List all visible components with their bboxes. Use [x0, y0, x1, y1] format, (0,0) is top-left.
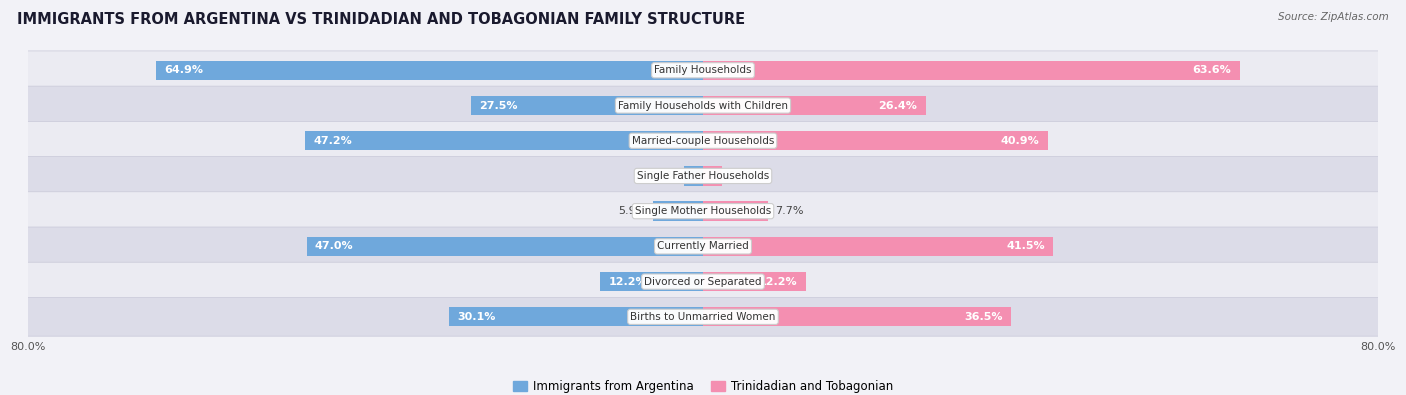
Text: 5.9%: 5.9%	[619, 206, 647, 216]
Text: 41.5%: 41.5%	[1007, 241, 1045, 251]
Bar	[685, 166, 703, 186]
Bar	[703, 166, 721, 186]
Text: Single Father Households: Single Father Households	[637, 171, 769, 181]
Text: Births to Unmarried Women: Births to Unmarried Women	[630, 312, 776, 322]
FancyBboxPatch shape	[11, 227, 1395, 266]
Bar	[471, 96, 703, 115]
Bar	[305, 131, 703, 150]
Bar	[156, 60, 703, 80]
Legend: Immigrants from Argentina, Trinidadian and Tobagonian: Immigrants from Argentina, Trinidadian a…	[508, 376, 898, 395]
Text: 47.2%: 47.2%	[314, 136, 352, 146]
Text: 2.2%: 2.2%	[728, 171, 756, 181]
Bar	[703, 237, 1053, 256]
Text: 2.2%: 2.2%	[650, 171, 678, 181]
Bar	[449, 307, 703, 327]
Text: 30.1%: 30.1%	[457, 312, 496, 322]
FancyBboxPatch shape	[11, 121, 1395, 160]
Bar	[703, 60, 1240, 80]
FancyBboxPatch shape	[11, 51, 1395, 90]
Bar	[654, 201, 703, 221]
Text: Family Households: Family Households	[654, 65, 752, 75]
Bar	[703, 131, 1047, 150]
Text: Family Households with Children: Family Households with Children	[619, 100, 787, 111]
Text: Single Mother Households: Single Mother Households	[636, 206, 770, 216]
Text: 40.9%: 40.9%	[1001, 136, 1039, 146]
FancyBboxPatch shape	[11, 192, 1395, 231]
Bar	[703, 96, 925, 115]
Text: Divorced or Separated: Divorced or Separated	[644, 276, 762, 287]
Bar	[703, 307, 1011, 327]
Bar	[703, 201, 768, 221]
Bar	[703, 272, 806, 291]
Text: 63.6%: 63.6%	[1192, 65, 1232, 75]
Text: 26.4%: 26.4%	[879, 100, 917, 111]
FancyBboxPatch shape	[11, 297, 1395, 336]
Text: 12.2%: 12.2%	[759, 276, 797, 287]
Text: 64.9%: 64.9%	[165, 65, 202, 75]
Bar	[307, 237, 703, 256]
Text: IMMIGRANTS FROM ARGENTINA VS TRINIDADIAN AND TOBAGONIAN FAMILY STRUCTURE: IMMIGRANTS FROM ARGENTINA VS TRINIDADIAN…	[17, 12, 745, 27]
Text: 12.2%: 12.2%	[609, 276, 647, 287]
Text: 47.0%: 47.0%	[315, 241, 353, 251]
Text: Married-couple Households: Married-couple Households	[631, 136, 775, 146]
Text: 7.7%: 7.7%	[775, 206, 803, 216]
FancyBboxPatch shape	[11, 156, 1395, 195]
FancyBboxPatch shape	[11, 86, 1395, 125]
Bar	[600, 272, 703, 291]
Text: Source: ZipAtlas.com: Source: ZipAtlas.com	[1278, 12, 1389, 22]
Text: 27.5%: 27.5%	[479, 100, 517, 111]
Text: 36.5%: 36.5%	[965, 312, 1002, 322]
Text: Currently Married: Currently Married	[657, 241, 749, 251]
FancyBboxPatch shape	[11, 262, 1395, 301]
